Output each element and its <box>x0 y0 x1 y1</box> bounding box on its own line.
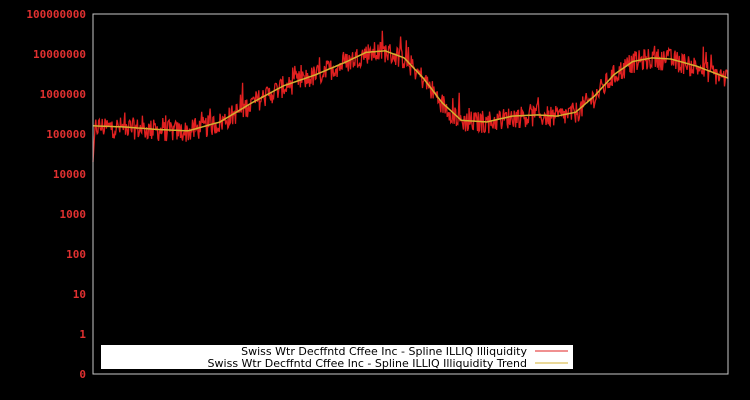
y-tick-label: 10000 <box>53 168 86 181</box>
y-tick-label: 10 <box>73 288 86 301</box>
y-tick-label: 10000000 <box>33 48 86 61</box>
y-tick-label: 1000000 <box>40 88 86 101</box>
legend-label-series: Swiss Wtr Decffntd Cffee Inc - Spline IL… <box>241 345 527 358</box>
y-tick-label: 1000 <box>60 208 87 221</box>
y-tick-label: 1 <box>79 328 86 341</box>
y-tick-label: 0 <box>79 368 86 381</box>
y-axis-ticks: 1000000001000000010000001000001000010001… <box>26 8 86 381</box>
y-tick-label: 100 <box>66 248 86 261</box>
plot-frame <box>92 13 729 375</box>
legend-box <box>101 345 573 369</box>
y-tick-label: 100000000 <box>26 8 86 21</box>
legend: Swiss Wtr Decffntd Cffee Inc - Spline IL… <box>101 345 573 370</box>
legend-label-trend: Swiss Wtr Decffntd Cffee Inc - Spline IL… <box>208 357 527 370</box>
plot-area <box>92 30 729 163</box>
illiquidity-series-line <box>92 30 729 163</box>
y-tick-label: 100000 <box>46 128 86 141</box>
illiquidity-trend-line <box>92 50 729 132</box>
